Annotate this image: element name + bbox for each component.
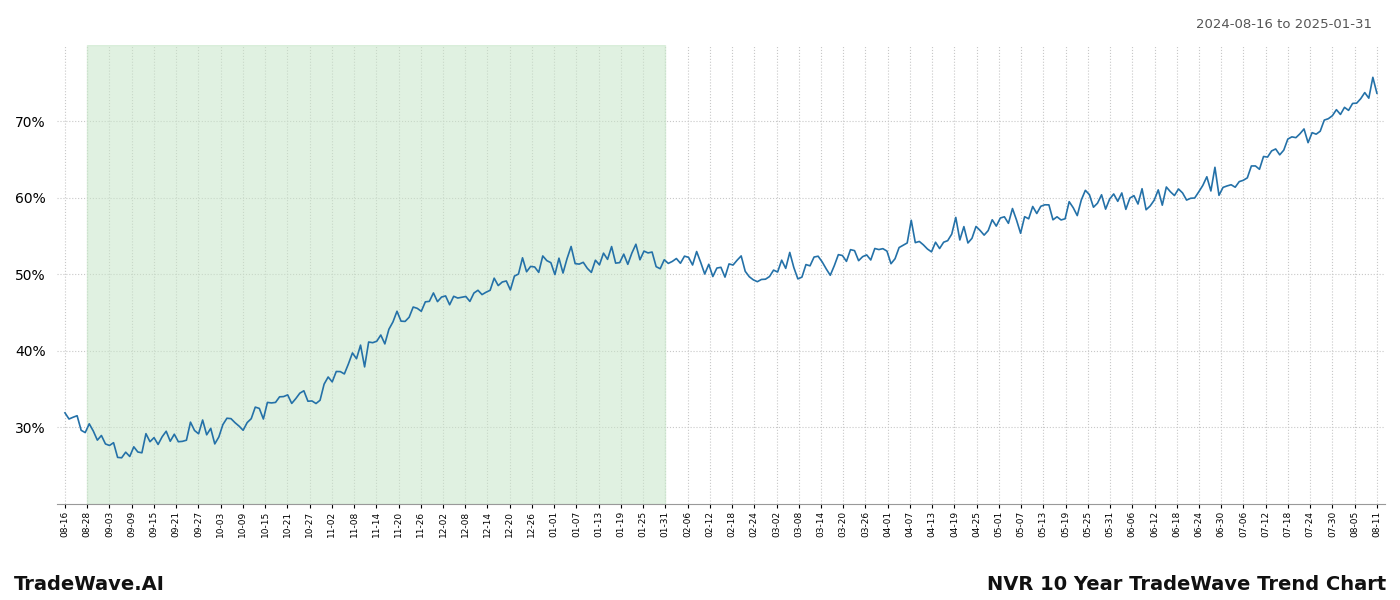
Text: NVR 10 Year TradeWave Trend Chart: NVR 10 Year TradeWave Trend Chart	[987, 575, 1386, 594]
Text: 2024-08-16 to 2025-01-31: 2024-08-16 to 2025-01-31	[1196, 18, 1372, 31]
Text: TradeWave.AI: TradeWave.AI	[14, 575, 165, 594]
Bar	[87, 45, 665, 504]
